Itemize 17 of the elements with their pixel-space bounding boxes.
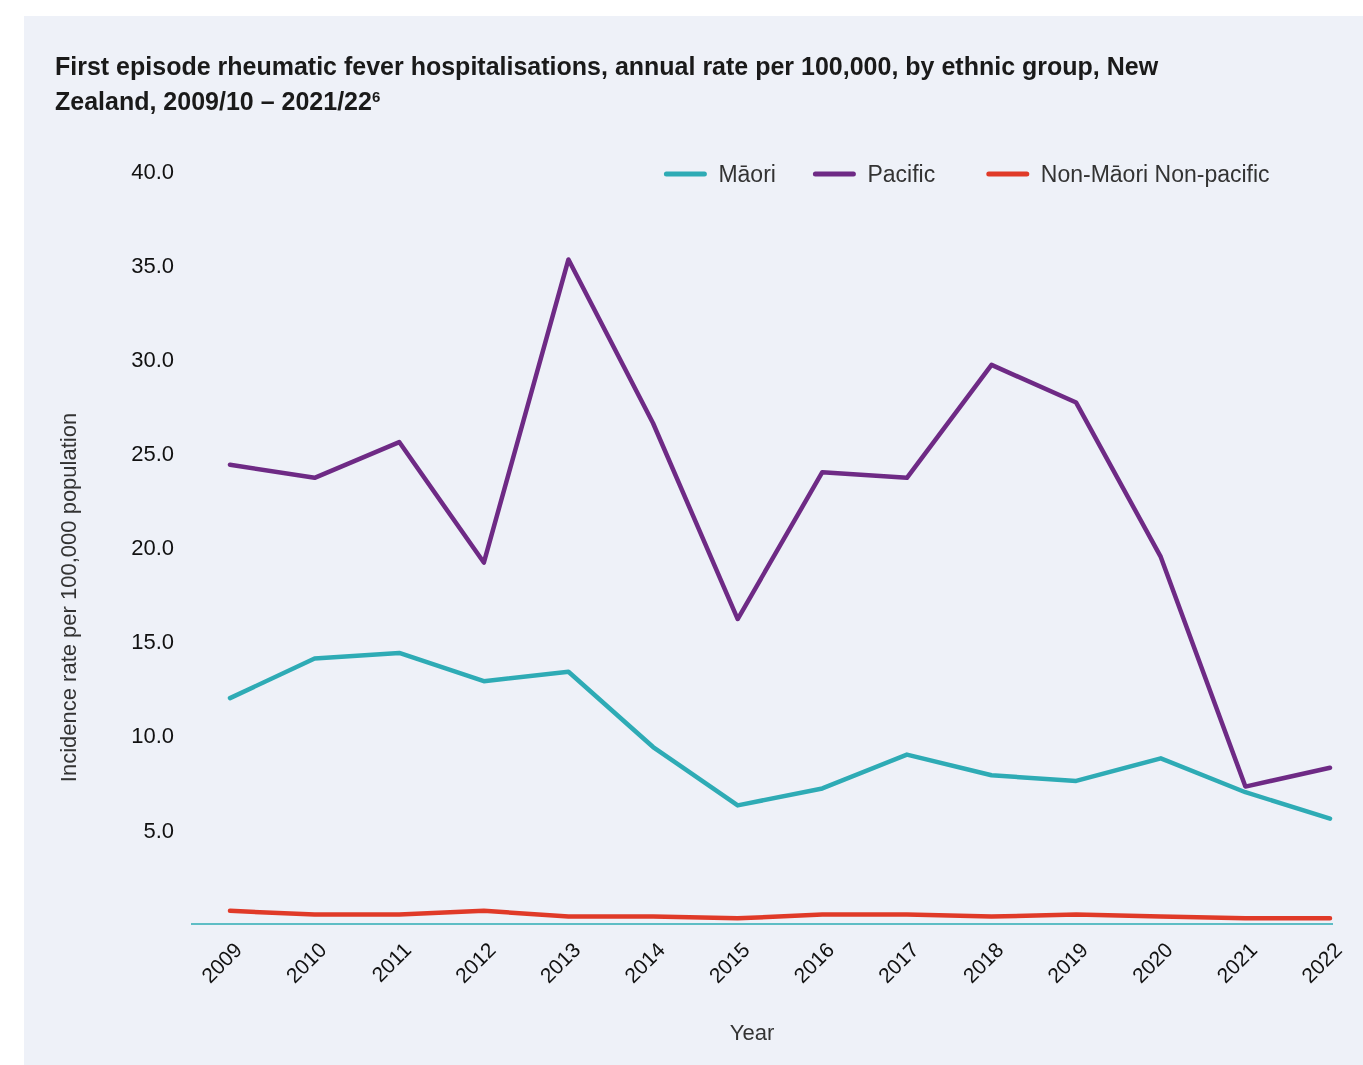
y-tick-label: 5.0 [143, 817, 174, 843]
line-series [227, 257, 1333, 789]
legend-label: Māori [718, 161, 776, 188]
y-tick-label: 10.0 [131, 723, 174, 749]
y-tick-label: 15.0 [131, 629, 174, 655]
y-tick-label: 25.0 [131, 441, 174, 467]
x-axis-title: Year [729, 1020, 775, 1045]
legend-label: Pacific [867, 161, 936, 188]
y-tick-label: 35.0 [131, 252, 174, 278]
line-series [227, 908, 1333, 921]
y-tick-label: 40.0 [131, 158, 174, 184]
y-tick-label: 20.0 [131, 535, 174, 561]
y-axis-title: Incidence rate per 100,000 population [56, 412, 81, 783]
y-tick-label: 30.0 [131, 346, 174, 372]
legend-label: Non-Māori Non-pacific [1040, 161, 1270, 188]
chart-title: First episode rheumatic fever hospitalisations, annual rate per 100,000, by ethnic group, New Zealand, 2009/10 – 2021/22$^{6}$ [55, 52, 1159, 115]
line-series [227, 650, 1333, 821]
